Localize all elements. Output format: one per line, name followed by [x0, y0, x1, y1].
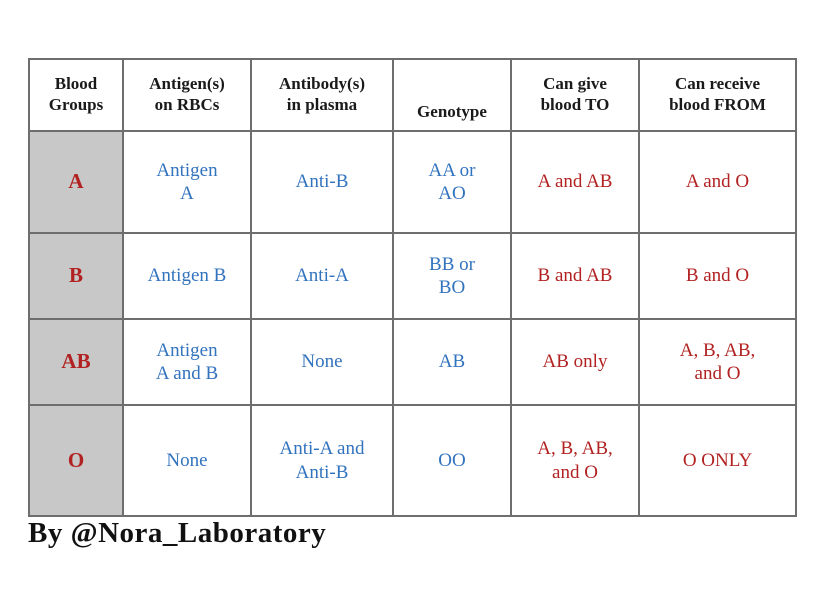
table-row-group-b: B Antigen B Anti-A BB or BO B and AB B a… — [28, 232, 797, 320]
cell-a-group-label: A — [28, 130, 124, 234]
cell-ab-group-label: AB — [28, 318, 124, 406]
header-genotype: Genotype — [392, 58, 512, 132]
cell-b-can-receive: B and O — [638, 232, 797, 320]
cell-a-can-receive: A and O — [638, 130, 797, 234]
cell-b-can-give: B and AB — [510, 232, 640, 320]
cell-o-antigens: None — [122, 404, 252, 517]
cell-ab-can-give: AB only — [510, 318, 640, 406]
cell-b-group-label: B — [28, 232, 124, 320]
header-antibodies-in-plasma: Antibody(s) in plasma — [250, 58, 394, 132]
header-can-give-blood-to: Can give blood TO — [510, 58, 640, 132]
credit-text: By @Nora_Laboratory — [28, 517, 327, 549]
cell-ab-antibodies: None — [250, 318, 394, 406]
table-row-group-o: O None Anti-A and Anti-B OO A, B, AB, an… — [28, 404, 797, 517]
header-row: Blood Groups Antigen(s) on RBCs Antibody… — [28, 58, 797, 132]
cell-o-can-give: A, B, AB, and O — [510, 404, 640, 517]
header-blood-groups: Blood Groups — [28, 58, 124, 132]
cell-ab-antigens: Antigen A and B — [122, 318, 252, 406]
cell-ab-can-receive: A, B, AB, and O — [638, 318, 797, 406]
cell-o-group-label: O — [28, 404, 124, 517]
cell-o-genotype: OO — [392, 404, 512, 517]
cell-a-antibodies: Anti-B — [250, 130, 394, 234]
cell-o-antibodies: Anti-A and Anti-B — [250, 404, 394, 517]
cell-a-antigens: Antigen A — [122, 130, 252, 234]
header-antigens-on-rbcs: Antigen(s) on RBCs — [122, 58, 252, 132]
cell-a-genotype: AA or AO — [392, 130, 512, 234]
table-row-group-ab: AB Antigen A and B None AB AB only A, B,… — [28, 318, 797, 406]
cell-ab-genotype: AB — [392, 318, 512, 406]
header-can-receive-blood-from: Can receive blood FROM — [638, 58, 797, 132]
cell-b-antigens: Antigen B — [122, 232, 252, 320]
cell-b-antibodies: Anti-A — [250, 232, 394, 320]
cell-b-genotype: BB or BO — [392, 232, 512, 320]
blood-groups-table: Blood Groups Antigen(s) on RBCs Antibody… — [28, 58, 797, 517]
cell-a-can-give: A and AB — [510, 130, 640, 234]
table-row-group-a: A Antigen A Anti-B AA or AO A and AB A a… — [28, 130, 797, 234]
cell-o-can-receive: O ONLY — [638, 404, 797, 517]
